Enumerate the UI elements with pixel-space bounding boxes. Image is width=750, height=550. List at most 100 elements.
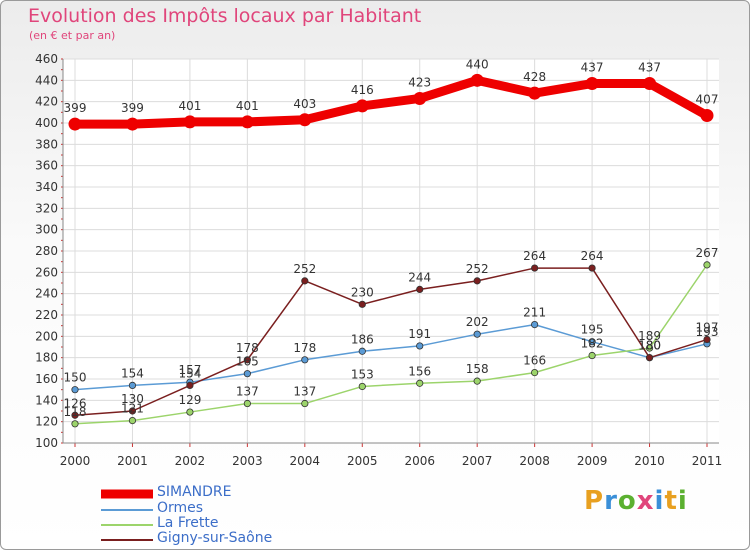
data-point — [531, 368, 539, 377]
y-tick-label: 460 — [35, 52, 58, 66]
y-tick-label: 240 — [35, 287, 58, 301]
data-label: 191 — [408, 327, 431, 341]
data-label: 264 — [581, 249, 604, 263]
legend-swatch — [101, 509, 153, 511]
data-label: 178 — [293, 341, 316, 355]
legend-swatch — [101, 524, 153, 526]
x-tick-label: 2004 — [290, 454, 321, 468]
data-point — [71, 386, 79, 394]
chart-title: Evolution des Impôts locaux par Habitant — [28, 5, 422, 27]
y-tick-label: 100 — [35, 436, 58, 450]
axes — [61, 58, 719, 447]
data-point — [416, 342, 424, 350]
data-point — [588, 351, 596, 360]
data-point — [588, 264, 596, 272]
data-label: 154 — [178, 366, 201, 380]
data-point — [473, 330, 481, 338]
data-point — [71, 411, 79, 419]
data-label: 399 — [64, 101, 87, 115]
data-label: 416 — [351, 83, 374, 97]
logo-letter: x — [636, 486, 655, 516]
data-label: 401 — [178, 99, 201, 113]
y-tick-label: 180 — [35, 351, 58, 365]
data-label: 401 — [236, 99, 259, 113]
y-tick-label: 360 — [35, 159, 58, 173]
logo-letter: r — [604, 486, 618, 516]
y-tick-label: 400 — [35, 116, 58, 130]
data-label: 126 — [64, 396, 87, 410]
legend-label: Ormes — [157, 500, 204, 516]
legend-label: La Frette — [157, 515, 219, 531]
data-label: 230 — [351, 285, 374, 299]
data-label: 399 — [121, 101, 144, 115]
data-point — [531, 264, 539, 272]
data-point — [416, 379, 424, 387]
data-label: 189 — [638, 329, 661, 343]
x-tick-label: 2007 — [462, 454, 493, 468]
y-tick-label: 280 — [35, 244, 58, 258]
data-point — [358, 347, 366, 355]
data-point — [355, 99, 369, 113]
data-label: 264 — [523, 249, 546, 263]
data-point — [643, 77, 657, 91]
data-point — [186, 381, 194, 389]
data-point — [243, 370, 251, 378]
logo-letter: P — [584, 486, 605, 516]
y-tick-label: 320 — [35, 201, 58, 215]
data-point — [243, 399, 251, 408]
data-point — [71, 420, 79, 428]
data-label: 137 — [236, 385, 259, 399]
logo-letter: i — [654, 486, 665, 516]
data-label: 252 — [293, 262, 316, 276]
data-label: 244 — [408, 270, 431, 284]
y-tick-label: 300 — [35, 223, 58, 237]
data-label: 437 — [581, 61, 604, 75]
data-label: 129 — [178, 393, 201, 407]
data-point — [186, 408, 194, 416]
x-tick-label: 2006 — [404, 454, 435, 468]
data-point — [470, 73, 484, 87]
data-labels: 399 399 401 401 403 416 423 440 428 437 437 407 150 1… — [64, 57, 719, 418]
y-tick-label: 420 — [35, 95, 58, 109]
data-point — [183, 115, 197, 129]
data-label: 193 — [696, 325, 719, 339]
data-point — [301, 356, 309, 364]
data-label: 180 — [638, 339, 661, 353]
data-point — [473, 277, 481, 285]
data-label: 211 — [523, 306, 546, 320]
data-point — [128, 407, 137, 415]
data-label: 118 — [64, 405, 87, 419]
y-tick-label: 340 — [35, 180, 58, 194]
y-tick-label: 160 — [35, 372, 58, 386]
y-tick-label: 440 — [35, 73, 58, 87]
data-point — [528, 86, 542, 100]
data-point — [68, 117, 82, 131]
proxiti-logo[interactable]: Proxiti — [584, 486, 688, 516]
data-point — [358, 300, 366, 308]
y-tick-label: 140 — [35, 393, 58, 407]
series-line — [74, 323, 708, 391]
x-tick-label: 2003 — [232, 454, 263, 468]
x-tick-label: 2001 — [117, 454, 148, 468]
data-point — [358, 382, 366, 391]
data-label: 202 — [466, 315, 489, 329]
data-label: 153 — [351, 367, 374, 381]
y-tick-label: 220 — [35, 308, 58, 322]
legend-label: Gigny-sur-Saône — [157, 530, 273, 546]
data-label: 440 — [466, 57, 489, 71]
data-label: 178 — [236, 341, 259, 355]
logo-letter: t — [664, 486, 678, 516]
data-label: 182 — [581, 337, 604, 351]
x-tick-label: 2000 — [60, 454, 91, 468]
y-tick-label: 200 — [35, 329, 58, 343]
series-lines — [68, 73, 714, 428]
x-tick-label: 2008 — [519, 454, 550, 468]
y-tick-label: 120 — [35, 415, 58, 429]
legend-swatch — [101, 489, 153, 499]
data-point — [298, 113, 312, 127]
data-label: 403 — [293, 97, 316, 111]
data-label: 267 — [696, 246, 719, 260]
series-line — [70, 75, 712, 129]
